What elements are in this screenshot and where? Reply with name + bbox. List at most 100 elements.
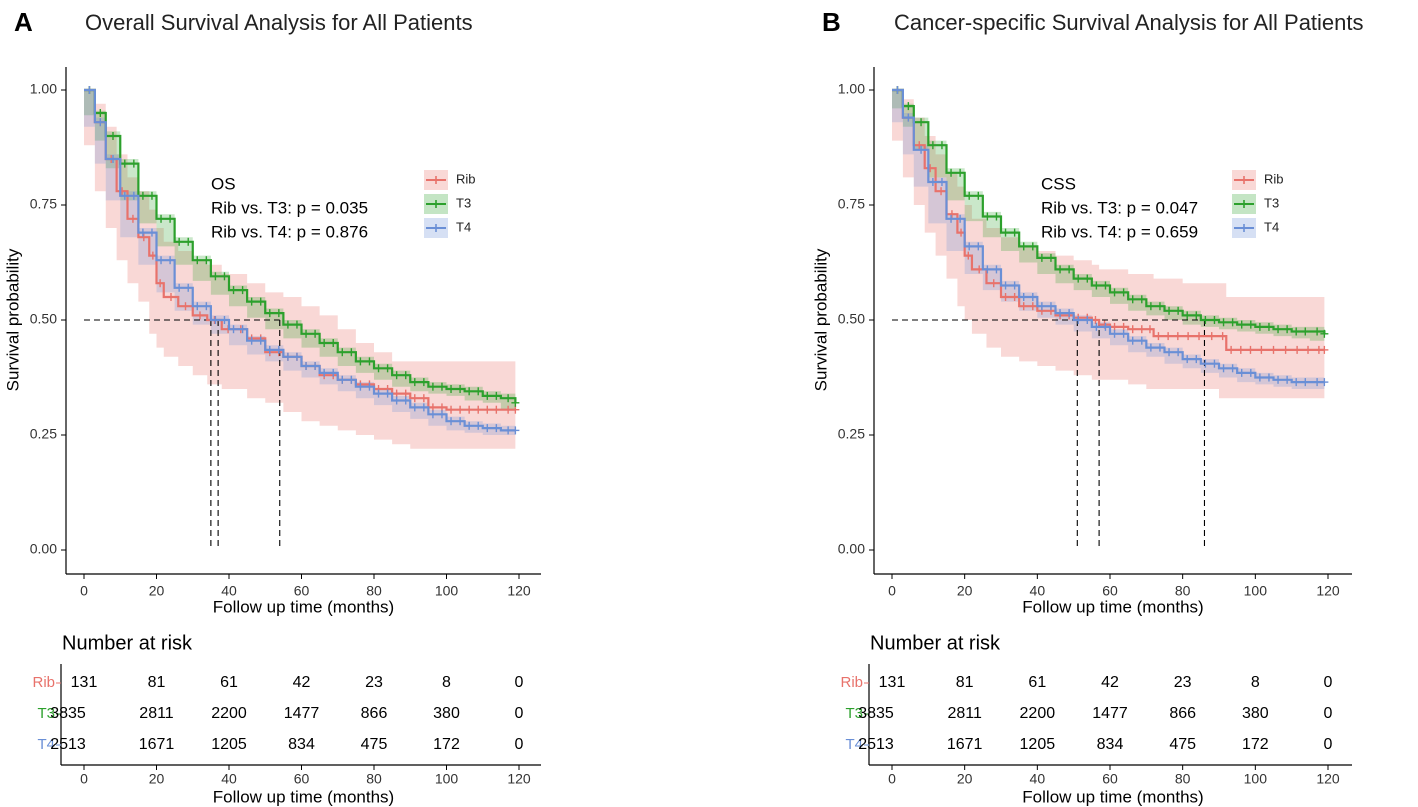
x-tick-label: 100 [1244,583,1268,599]
risk-row-label-rib: Rib [840,674,863,691]
legend-label-t4: T4 [1264,219,1279,234]
y-tick-label: 1.00 [30,81,57,97]
risk-cell: 3835 [858,705,894,722]
annotation-test-name: CSS [1041,174,1076,193]
y-tick-label: 0.25 [30,426,57,442]
y-axis-title: Survival probability [3,248,22,391]
risk-x-tick-label: 120 [1316,771,1340,787]
risk-x-axis-title: Follow up time (months) [1022,787,1203,806]
risk-cell: 475 [1169,736,1196,753]
risk-cell: 42 [293,674,311,691]
risk-cell: 1477 [284,705,320,722]
risk-cell: 2200 [211,705,247,722]
risk-x-tick-label: 20 [957,771,973,787]
risk-table-title: Number at risk [870,632,1001,654]
risk-cell: 834 [288,736,315,753]
legend: Rib T3 T4 [1232,170,1284,238]
risk-cell: 1671 [139,736,175,753]
risk-cell: 23 [1174,674,1192,691]
x-axis-title: Follow up time (months) [213,597,394,616]
x-tick-label: 20 [957,583,973,599]
y-axis-title: Survival probability [811,248,830,391]
risk-cell: 81 [956,674,974,691]
censor-marks-t3 [88,86,520,407]
x-tick-label: 120 [507,583,531,599]
risk-cell: 131 [879,674,906,691]
censor-marks-t4 [896,86,1329,387]
risk-cell: 866 [1169,705,1196,722]
legend-label-rib: Rib [1264,171,1284,186]
x-tick-label: 60 [1102,583,1118,599]
risk-x-tick-label: 100 [1244,771,1268,787]
risk-x-tick-label: 60 [1102,771,1118,787]
risk-cell: 475 [361,736,388,753]
risk-cell: 0 [1324,736,1333,753]
risk-cell: 2811 [139,705,174,722]
risk-cell: 0 [515,736,524,753]
legend-label-t3: T3 [1264,195,1279,210]
ci-band-rib [84,90,516,449]
legend-label-t3: T3 [456,195,471,210]
y-tick-label: 0.50 [30,311,57,327]
risk-cell: 61 [220,674,238,691]
annotation-p-rib-t3: Rib vs. T3: p = 0.047 [1041,198,1198,217]
risk-cell: 2200 [1020,705,1056,722]
risk-cell: 2811 [947,705,982,722]
risk-cell: 1205 [1020,736,1056,753]
legend: Rib T3 T4 [424,170,476,238]
risk-cell: 42 [1101,674,1119,691]
panel-letter: B [822,7,841,37]
chart-title: Cancer-specific Survival Analysis for Al… [894,10,1364,35]
panel-letter: A [14,7,33,37]
x-tick-label: 100 [435,583,459,599]
legend-label-rib: Rib [456,171,476,186]
x-axis-title: Follow up time (months) [1022,597,1203,616]
risk-cell: 0 [515,674,524,691]
risk-row-label-t3: T3 [845,705,863,722]
risk-cell: 1205 [211,736,247,753]
risk-cell: 380 [1242,705,1269,722]
risk-row-label-rib: Rib [32,674,55,691]
risk-cell: 0 [1324,674,1333,691]
risk-cell: 131 [71,674,98,691]
risk-cell: 834 [1097,736,1124,753]
risk-x-tick-label: 40 [1030,771,1046,787]
risk-row-label-t3: T3 [37,705,55,722]
y-tick-label: 1.00 [838,81,865,97]
censor-marks-t4 [88,86,520,435]
risk-cell: 1477 [1092,705,1128,722]
risk-cell: 172 [1242,736,1269,753]
risk-x-axis-title: Follow up time (months) [213,787,394,806]
km-panel-a: A Overall Survival Analysis for All Patie… [3,7,541,806]
legend-label-t4: T4 [456,219,471,234]
risk-x-tick-label: 100 [435,771,459,787]
annotation-test-name: OS [211,174,236,193]
x-tick-label: 120 [1316,583,1340,599]
y-tick-label: 0.75 [30,196,57,212]
x-tick-label: 20 [149,583,165,599]
risk-cell: 1671 [947,736,983,753]
x-tick-label: 40 [1030,583,1046,599]
risk-cell: 8 [442,674,451,691]
x-tick-label: 40 [221,583,237,599]
risk-cell: 61 [1028,674,1046,691]
risk-x-tick-label: 120 [507,771,531,787]
risk-cell: 172 [433,736,460,753]
y-tick-label: 0.75 [838,196,865,212]
risk-x-tick-label: 40 [221,771,237,787]
risk-row-label-t4: T4 [37,736,55,753]
risk-cell: 8 [1251,674,1260,691]
risk-table-title: Number at risk [62,632,193,654]
risk-cell: 23 [365,674,383,691]
risk-cell: 2513 [50,736,86,753]
risk-row-label-t4: T4 [845,736,863,753]
km-curve-t3 [892,88,1326,334]
y-tick-label: 0.25 [838,426,865,442]
annotation-p-rib-t4: Rib vs. T4: p = 0.659 [1041,222,1198,241]
risk-x-tick-label: 0 [80,771,88,787]
km-curve-t4 [892,88,1325,384]
x-tick-label: 60 [294,583,310,599]
x-tick-label: 0 [888,583,896,599]
